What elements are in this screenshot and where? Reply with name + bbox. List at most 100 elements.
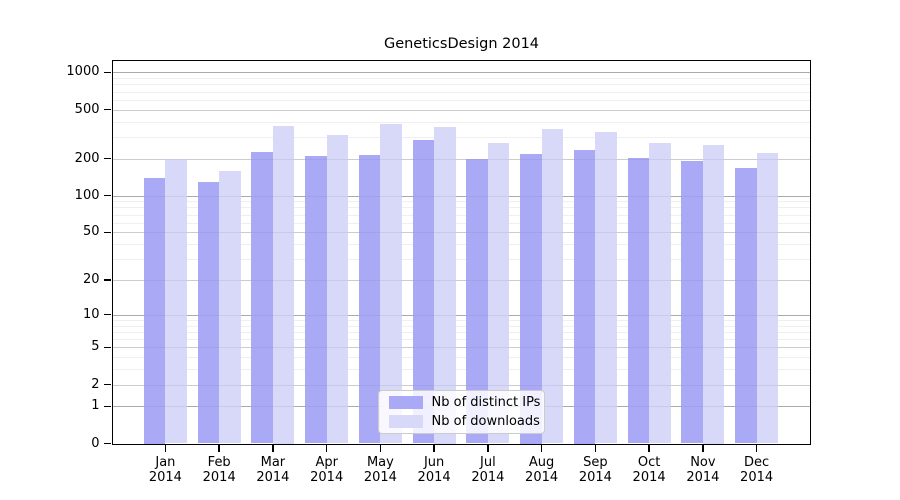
chart-title: GeneticsDesign 2014	[383, 36, 540, 52]
gridline	[112, 72, 810, 74]
gridline-overlay	[112, 195, 810, 197]
y-tick-mark	[103, 405, 111, 407]
legend-swatch-distinct-ips-icon	[388, 395, 423, 409]
gridline	[112, 195, 810, 197]
bar-jan-2014-distinct-ips	[143, 178, 166, 444]
x-tick-month: Jan	[155, 454, 176, 470]
x-tick-label: Dec 2014	[725, 455, 789, 486]
x-tick-mark	[540, 443, 543, 452]
x-tick-mark	[487, 443, 489, 452]
bar-may-2014-distinct-ips	[358, 155, 381, 444]
gridline-overlay	[112, 347, 810, 349]
bar-feb-2014-downloads	[219, 170, 241, 444]
bar-oct-2014-distinct-ips	[627, 158, 650, 444]
y-tick-mark	[103, 442, 111, 445]
x-tick-label: Jul 2014	[456, 455, 520, 486]
gridline	[112, 369, 810, 370]
x-tick-label: Feb 2014	[187, 455, 251, 486]
x-tick-mark	[702, 443, 704, 452]
gridline	[112, 279, 810, 281]
bar-jul-2014-downloads	[487, 143, 510, 444]
x-tick-month: Aug	[528, 454, 555, 470]
gridline	[112, 121, 810, 123]
x-tick-month: Jul	[480, 454, 496, 470]
x-tick-label: Nov 2014	[671, 455, 735, 486]
legend-swatch-downloads-icon	[388, 414, 423, 428]
gridline	[112, 158, 810, 160]
legend: Nb of distinct IPs Nb of downloads	[377, 389, 545, 434]
gridline-overlay	[112, 72, 810, 74]
x-tick-year: 2014	[363, 470, 397, 485]
bar-oct-2014-downloads	[649, 143, 671, 444]
x-tick-year: 2014	[148, 470, 182, 485]
grid-layer	[112, 61, 810, 444]
gridline	[112, 357, 810, 358]
bar-nov-2014-distinct-ips	[681, 161, 703, 444]
y-tick-label: 20	[82, 271, 100, 287]
y-tick-label: 0	[91, 435, 100, 451]
gridline	[112, 232, 810, 234]
y-tick-label: 200	[74, 150, 100, 166]
x-tick-mark	[755, 443, 758, 452]
x-tick-year: 2014	[417, 470, 451, 485]
x-tick-label: Mar 2014	[241, 455, 305, 486]
x-tick-month: Nov	[690, 454, 716, 470]
x-tick-month: Oct	[637, 454, 661, 470]
x-tick-label: Oct 2014	[617, 455, 681, 486]
gridline-overlay	[112, 279, 810, 281]
y-tick-label: 2	[91, 376, 100, 392]
bar-aug-2014-downloads	[541, 129, 564, 444]
bar-may-2014-downloads	[380, 124, 402, 444]
y-tick-label: 500	[74, 101, 100, 117]
x-tick-label: May 2014	[348, 455, 412, 486]
bar-apr-2014-downloads	[326, 134, 349, 444]
bar-sep-2014-distinct-ips	[573, 149, 596, 444]
legend-label-downloads: Nb of downloads	[431, 413, 540, 429]
y-tick-mark	[103, 108, 111, 111]
x-tick-mark	[433, 443, 435, 452]
bar-jul-2014-distinct-ips	[466, 158, 488, 444]
plot-area: 0 1 2 5 10 20 50 100 200 500 1000 Jan 2014 Feb 2014 Mar…	[66, 59, 811, 485]
x-tick-mark	[272, 443, 274, 452]
bar-dec-2014-distinct-ips	[735, 168, 757, 444]
x-tick-year: 2014	[471, 470, 505, 485]
y-tick-label: 100	[74, 187, 100, 203]
x-tick-year: 2014	[256, 470, 290, 485]
legend-item-distinct-ips: Nb of distinct IPs	[388, 395, 544, 410]
x-tick-month: Dec	[744, 454, 770, 470]
bar-mar-2014-distinct-ips	[251, 151, 273, 444]
gridline	[112, 84, 810, 86]
axis-layer: 0 1 2 5 10 20 50 100 200 500 1000 Jan 2014 Feb 2014 Mar…	[66, 61, 810, 485]
bar-mar-2014-downloads	[272, 126, 295, 444]
bar-sep-2014-downloads	[595, 131, 617, 444]
x-tick-mark	[218, 443, 220, 452]
bar-jun-2014-downloads	[434, 127, 456, 444]
x-tick-year: 2014	[525, 470, 559, 485]
x-tick-label: Aug 2014	[510, 455, 574, 486]
gridline	[112, 339, 810, 340]
x-tick-month: Feb	[207, 454, 231, 470]
x-tick-mark	[325, 443, 328, 452]
legend-item-downloads: Nb of downloads	[388, 413, 544, 429]
x-tick-label: Sep 2014	[563, 455, 627, 486]
x-tick-label: Apr 2014	[295, 455, 359, 486]
gridline	[112, 214, 810, 216]
y-tick-mark	[103, 279, 111, 281]
x-tick-mark	[594, 443, 597, 452]
gridline-overlay	[112, 109, 810, 111]
bar-layer	[113, 61, 810, 444]
x-tick-month: Mar	[260, 454, 286, 470]
y-tick-label: 50	[82, 224, 100, 240]
bar-aug-2014-distinct-ips	[520, 154, 542, 444]
gridline	[112, 314, 810, 316]
y-tick-mark	[103, 231, 111, 233]
x-tick-label: Jun 2014	[402, 455, 466, 486]
gridline	[112, 331, 810, 333]
gridline	[112, 244, 810, 245]
gridline	[112, 78, 810, 79]
y-tick-mark	[103, 383, 111, 386]
gridline	[112, 325, 810, 327]
x-tick-year: 2014	[202, 470, 236, 485]
gridline	[112, 384, 810, 386]
